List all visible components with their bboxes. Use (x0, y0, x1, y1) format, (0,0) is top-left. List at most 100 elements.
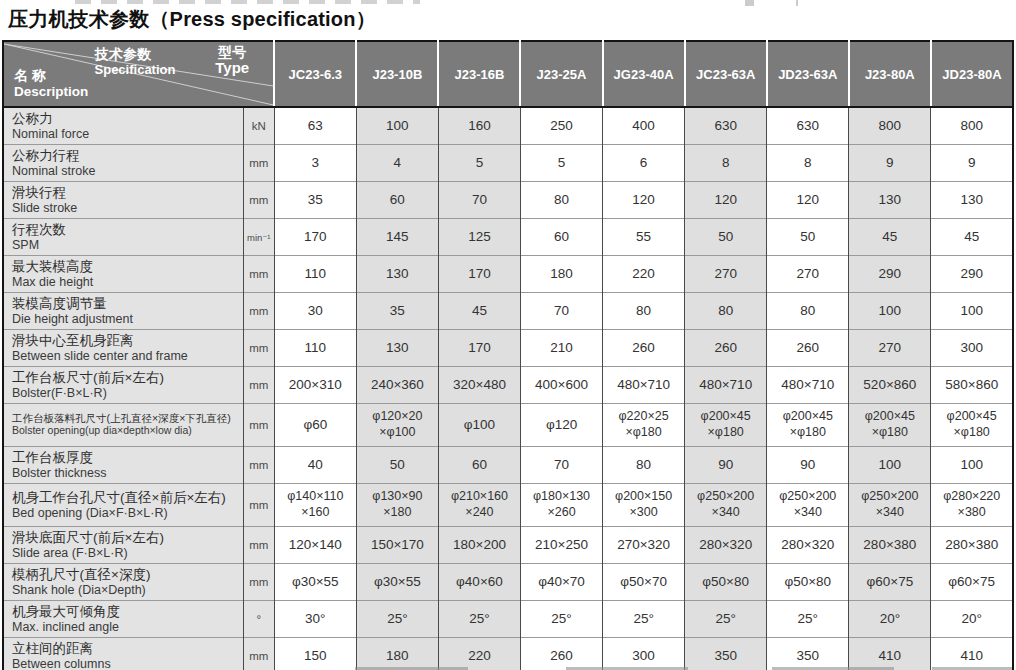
spec-row: 滑块底面尺寸(前后×左右)Slide area (F·B×L·R)mm120×1… (3, 527, 1013, 564)
spec-row: 立柱间的距离Between columnsmm15018022026030035… (3, 638, 1013, 670)
value-cell: 63 (274, 107, 356, 145)
value-cell: φ200×150 ×300 (603, 484, 685, 527)
value-cell: 150×170 (356, 527, 438, 564)
value-cell: 25° (520, 601, 602, 638)
value-cell: φ40×60 (438, 564, 520, 601)
value-cell: φ200×45 ×φ180 (849, 404, 931, 447)
column-header-j23-10b: J23-10B (356, 41, 438, 107)
value-cell: 100 (849, 293, 931, 330)
unit-cell: kN (243, 107, 274, 145)
value-cell: 80 (603, 447, 685, 484)
unit-cell: mm (243, 484, 274, 527)
unit-cell: min⁻¹ (243, 219, 274, 256)
clipped-content-fragment (796, 0, 798, 6)
value-cell: 90 (767, 447, 849, 484)
row-label: 装模高度调节量Die height adjustment (3, 293, 243, 330)
value-cell: 210 (520, 330, 602, 367)
value-cell: 410 (849, 638, 931, 670)
value-cell: 120 (685, 182, 767, 219)
value-cell: 40 (274, 447, 356, 484)
spec-row: 公称力Nominal forcekN6310016025040063063080… (3, 107, 1013, 145)
page-title: 压力机技术参数（Press specification） (8, 6, 376, 33)
value-cell: 25° (767, 601, 849, 638)
value-cell: 35 (274, 182, 356, 219)
value-cell: 110 (274, 256, 356, 293)
value-cell: 145 (356, 219, 438, 256)
value-cell: 50 (356, 447, 438, 484)
value-cell: φ280×220 ×380 (931, 484, 1013, 527)
value-cell: φ60×75 (931, 564, 1013, 601)
value-cell: 520×860 (849, 367, 931, 404)
value-cell: 400 (603, 107, 685, 145)
value-cell: φ50×80 (685, 564, 767, 601)
value-cell: 270 (767, 256, 849, 293)
value-cell: 45 (438, 293, 520, 330)
value-cell: 25° (685, 601, 767, 638)
value-cell: 120×140 (274, 527, 356, 564)
value-cell: 290 (931, 256, 1013, 293)
unit-cell: mm (243, 527, 274, 564)
value-cell: 120 (603, 182, 685, 219)
column-header-j23-16b: J23-16B (438, 41, 520, 107)
value-cell: φ120 (520, 404, 602, 447)
value-cell: 260 (685, 330, 767, 367)
value-cell: 170 (274, 219, 356, 256)
value-cell: 260 (520, 638, 602, 670)
header-row: 技术参数 Specification 型号 Type 名 称 Descripti… (3, 41, 1013, 107)
value-cell: 3 (274, 145, 356, 182)
value-cell: 350 (767, 638, 849, 670)
spec-row: 模柄孔尺寸(直径×深度)Shank hole (Dia×Depth)mmφ30×… (3, 564, 1013, 601)
value-cell: φ120×20 ×φ100 (356, 404, 438, 447)
spec-row: 公称力行程Nominal strokemm345568899 (3, 145, 1013, 182)
value-cell: 280×380 (849, 527, 931, 564)
value-cell: φ40×70 (520, 564, 602, 601)
value-cell: φ60 (274, 404, 356, 447)
value-cell: φ250×200 ×340 (849, 484, 931, 527)
value-cell: 220 (438, 638, 520, 670)
row-label: 模柄孔尺寸(直径×深度)Shank hole (Dia×Depth) (3, 564, 243, 601)
column-header-j23-80a: J23-80A (849, 41, 931, 107)
value-cell: 300 (603, 638, 685, 670)
value-cell: 270 (685, 256, 767, 293)
spec-row: 装模高度调节量Die height adjustmentmm3035457080… (3, 293, 1013, 330)
row-label: 机身最大可倾角度Max. inclined angle (3, 601, 243, 638)
row-label: 行程次数SPM (3, 219, 243, 256)
value-cell: φ200×45 ×φ180 (931, 404, 1013, 447)
value-cell: 30 (274, 293, 356, 330)
value-cell: 35 (356, 293, 438, 330)
column-header-jc23-6.3: JC23-6.3 (274, 41, 356, 107)
value-cell: 100 (356, 107, 438, 145)
value-cell: 100 (931, 447, 1013, 484)
value-cell: φ210×160 ×240 (438, 484, 520, 527)
value-cell: 125 (438, 219, 520, 256)
clipped-content-fragment (75, 0, 420, 4)
value-cell: 630 (685, 107, 767, 145)
value-cell: 60 (438, 447, 520, 484)
value-cell: 400×600 (520, 367, 602, 404)
row-label: 公称力Nominal force (3, 107, 243, 145)
value-cell: φ130×90 ×180 (356, 484, 438, 527)
value-cell: 80 (603, 293, 685, 330)
value-cell: 580×860 (931, 367, 1013, 404)
spec-row: 机身工作台孔尺寸(直径×前后×左右)Bed opening (Dia×F·B×L… (3, 484, 1013, 527)
row-label: 滑块行程Slide stroke (3, 182, 243, 219)
column-header-jd23-80a: JD23-80A (931, 41, 1013, 107)
value-cell: 50 (767, 219, 849, 256)
value-cell: 300 (931, 330, 1013, 367)
value-cell: 280×320 (767, 527, 849, 564)
value-cell: φ250×200 ×340 (685, 484, 767, 527)
value-cell: 5 (520, 145, 602, 182)
unit-cell: mm (243, 256, 274, 293)
value-cell: 350 (685, 638, 767, 670)
value-cell: 270 (849, 330, 931, 367)
value-cell: 120 (767, 182, 849, 219)
row-label: 公称力行程Nominal stroke (3, 145, 243, 182)
value-cell: 480×710 (767, 367, 849, 404)
value-cell: 130 (931, 182, 1013, 219)
value-cell: φ30×55 (356, 564, 438, 601)
value-cell: 260 (603, 330, 685, 367)
value-cell: 260 (767, 330, 849, 367)
row-label: 工作台板落料孔尺寸(上孔直径×深度×下孔直径)Bolster opening(u… (3, 404, 243, 447)
spec-row: 工作台板落料孔尺寸(上孔直径×深度×下孔直径)Bolster opening(u… (3, 404, 1013, 447)
value-cell: φ50×80 (767, 564, 849, 601)
